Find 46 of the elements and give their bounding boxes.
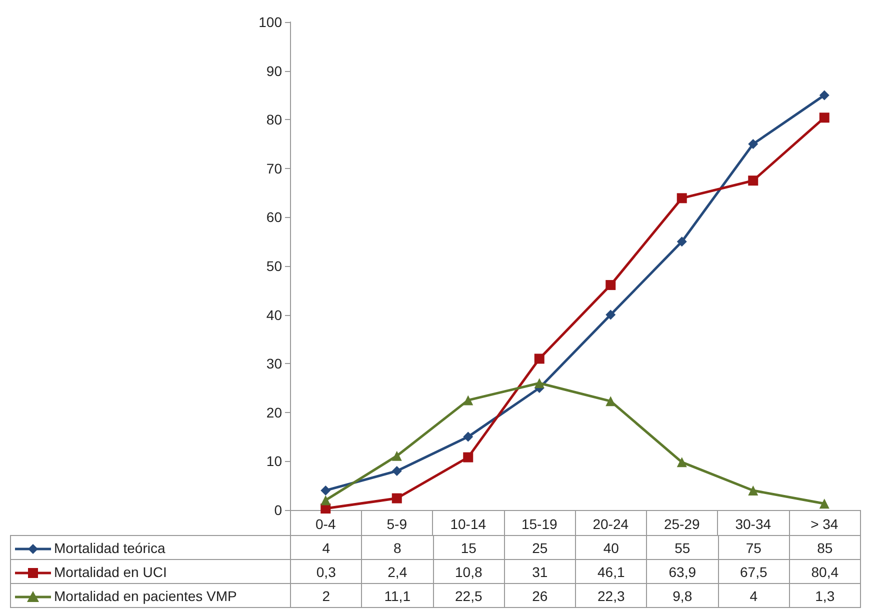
data-label: 26	[504, 584, 576, 608]
data-label: 9,8	[646, 584, 718, 608]
x-tick-label: 20-24	[592, 516, 629, 532]
x-tick-label: > 34	[810, 516, 838, 532]
data-label: 75	[718, 536, 790, 560]
y-tick-label: 100	[258, 14, 282, 30]
data-label: 67,5	[718, 560, 790, 584]
y-tick-label: 80	[266, 112, 282, 128]
y-tick-label: 20	[266, 404, 282, 420]
legend-label: Mortalidad en pacientes VMP	[54, 588, 237, 604]
x-tick-label: 30-34	[735, 516, 772, 532]
data-label: 22,3	[576, 584, 647, 608]
x-tick-label: 25-29	[664, 516, 700, 532]
y-tick-label: 70	[266, 160, 282, 176]
data-label: 10,8	[433, 560, 504, 584]
data-label: 0,3	[290, 560, 362, 584]
x-tick-label: 0-4	[316, 516, 336, 532]
y-tick-label: 40	[266, 306, 282, 323]
data-label: 55	[646, 536, 718, 560]
y-tick-label: 30	[266, 356, 282, 372]
data-label: 85	[789, 536, 860, 560]
x-tick-label: 15-19	[521, 516, 558, 532]
x-tick-label: 5-9	[386, 516, 408, 532]
data-label: 2	[290, 584, 362, 608]
data-label: 40	[576, 536, 647, 560]
data-label: 63,9	[646, 560, 718, 584]
data-label: 4	[718, 584, 790, 608]
y-tick-label: 50	[266, 258, 282, 274]
y-tick-label: 10	[266, 453, 282, 470]
y-tick-label: 90	[266, 62, 282, 79]
data-label: 1,3	[789, 584, 860, 608]
data-label: 8	[362, 536, 433, 560]
data-label: 22,5	[433, 584, 504, 608]
data-label: 15	[433, 536, 504, 560]
data-label: 46,1	[576, 560, 647, 584]
legend-label: Mortalidad en UCI	[54, 564, 167, 580]
data-label: 2,4	[362, 560, 433, 584]
legend-label: Mortalidad teórica	[54, 540, 166, 556]
data-label: 11,1	[362, 584, 433, 608]
data-label: 25	[504, 536, 576, 560]
data-label: 31	[504, 560, 576, 584]
y-tick-label: 0	[274, 502, 282, 518]
y-tick-label: 60	[266, 209, 282, 226]
x-tick-label: 10-14	[450, 516, 486, 532]
data-label: 80,4	[789, 560, 860, 584]
data-label: 4	[290, 536, 362, 560]
